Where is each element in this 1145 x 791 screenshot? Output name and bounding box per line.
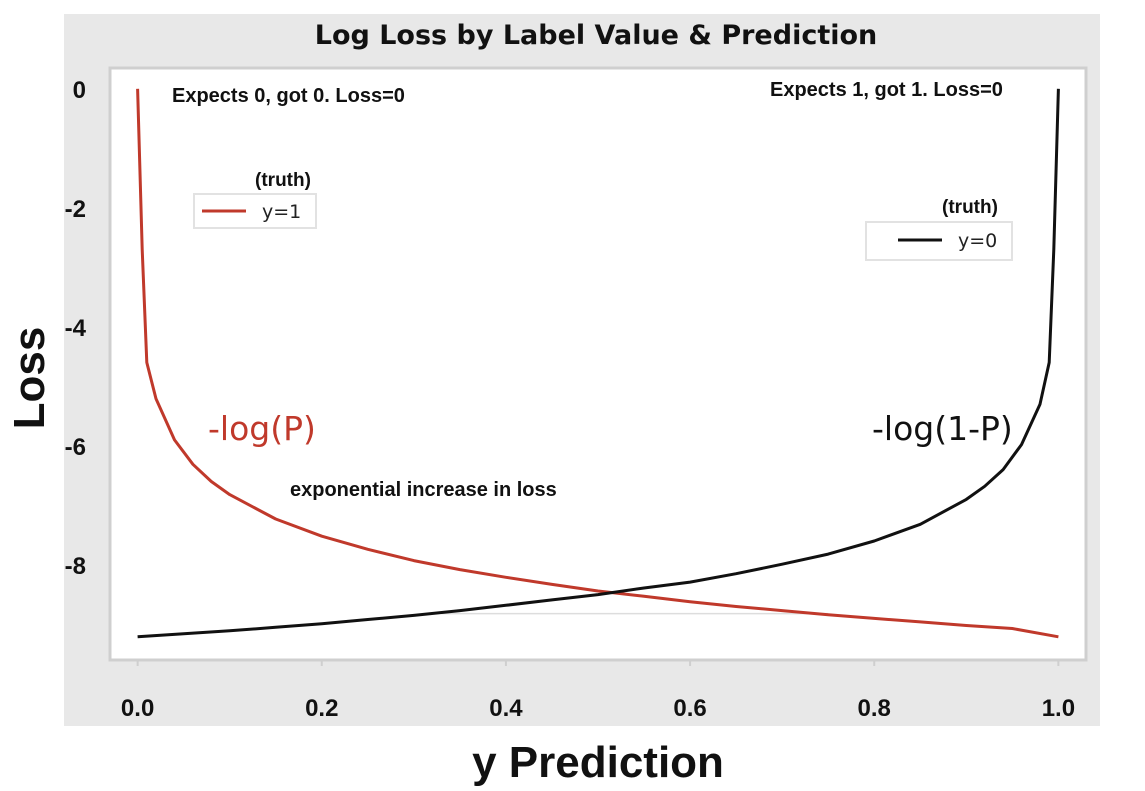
y-axis-title: Loss [5,327,54,430]
x-tick-label: 0.4 [489,695,523,722]
legend-y1-title: (truth) [255,170,311,191]
legend-y0-title: (truth) [942,197,998,218]
y-tick-label: 0 [73,77,86,104]
annotation-expects-0: Expects 0, got 0. Loss=0 [172,85,405,107]
y-axis-ticks: 0 -2 -4 -6 -8 [65,77,87,580]
annotation-neg-log-1-minus-p: -log(1-P) [872,409,1013,448]
x-tick-label: 1.0 [1042,695,1075,722]
x-tick-label: 0.6 [673,695,706,722]
y-tick-label: -2 [65,196,86,223]
series-line-y1 [136,88,1059,639]
chart-title: Log Loss by Label Value & Prediction [315,20,878,51]
legend-y0: (truth) y=0 [865,197,1013,261]
series-line-y0 [137,88,1060,639]
legend-y1: (truth) y=1 [193,170,317,229]
y-tick-label: -6 [65,434,86,461]
series-lines [136,88,1060,639]
y-tick-label: -4 [65,315,87,342]
annotation-expects-1: Expects 1, got 1. Loss=0 [770,79,1003,101]
x-axis-title: y Prediction [472,738,724,787]
plot-area [108,66,1088,662]
y-tick-label: -8 [65,553,86,580]
annotation-exponential: exponential increase in loss [290,479,557,501]
legend-y0-label: y=0 [958,230,997,252]
legend-y1-label: y=1 [262,201,301,223]
annotation-neg-log-p: -log(P) [208,409,316,448]
x-axis-ticks: 0.0 0.2 0.4 0.6 0.8 1.0 [121,660,1075,722]
x-tick-label: 0.8 [858,695,891,722]
x-tick-label: 0.2 [305,695,338,722]
x-tick-label: 0.0 [121,695,154,722]
